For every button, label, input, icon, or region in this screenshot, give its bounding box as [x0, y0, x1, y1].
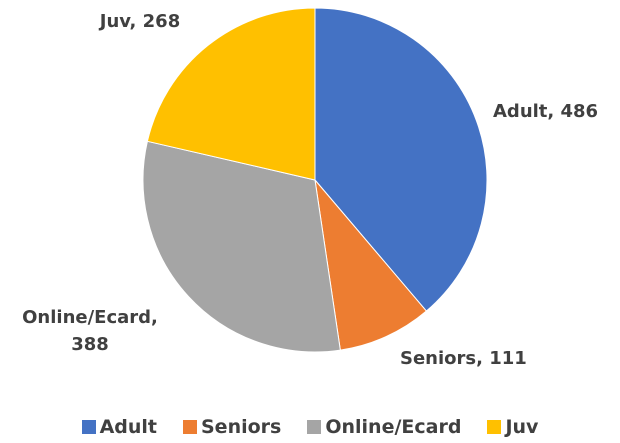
legend-label: Adult: [99, 416, 157, 438]
legend-item: Juv: [487, 416, 538, 438]
legend-swatch: [307, 420, 322, 434]
legend-swatch: [487, 420, 502, 434]
legend-item: Seniors: [183, 416, 281, 438]
pie-slice: [314, 7, 488, 312]
legend-label: Juv: [505, 416, 539, 438]
data-label: Seniors, 111: [400, 348, 527, 369]
pie-slice: [146, 7, 316, 181]
legend-label: Seniors: [201, 416, 282, 438]
data-label: Online/Ecard, 388: [22, 307, 158, 355]
legend-item: Online/Ecard: [307, 416, 461, 438]
legend-item: Adult: [81, 416, 157, 438]
pie-slice: [314, 178, 428, 351]
legend-label: Online/Ecard: [325, 416, 462, 438]
data-label: Juv, 268: [99, 11, 181, 32]
legend: Adult Seniors Online/Ecard Juv: [0, 416, 620, 438]
pie-slice: [142, 140, 341, 353]
legend-swatch: [183, 420, 197, 434]
legend-swatch: [81, 420, 96, 434]
data-label: Adult, 486: [493, 101, 599, 122]
